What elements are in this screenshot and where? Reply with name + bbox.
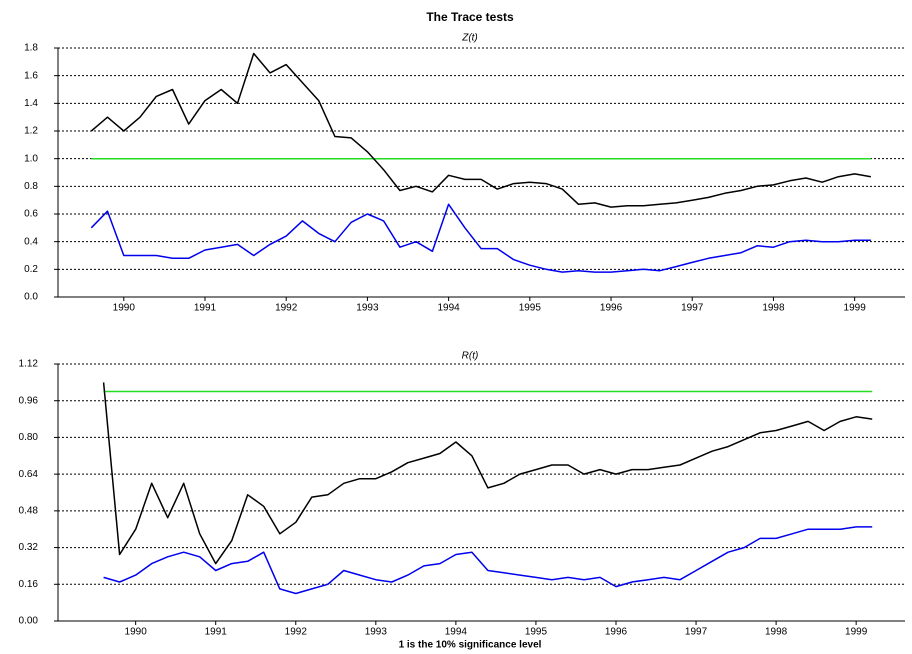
footnote: 1 is the 10% significance level xyxy=(399,640,542,651)
x-tick-label: 1993 xyxy=(356,303,379,314)
x-tick-label: 1996 xyxy=(600,303,623,314)
y-tick-label: 0.4 xyxy=(24,236,38,247)
y-tick-label: 1.0 xyxy=(24,153,38,164)
series-line xyxy=(90,52,872,208)
x-tick-label: 1991 xyxy=(194,303,217,314)
y-tick-label: 0.80 xyxy=(19,432,39,443)
y-tick-label: 0.16 xyxy=(19,579,39,590)
y-tick-label: 1.6 xyxy=(24,70,38,81)
series-line xyxy=(102,382,873,565)
x-tick-label: 1991 xyxy=(205,627,228,638)
y-tick-label: 0.96 xyxy=(19,395,39,406)
y-tick-label: 0.2 xyxy=(24,264,38,275)
x-tick-label: 1998 xyxy=(765,627,788,638)
y-tick-label: 1.8 xyxy=(24,43,38,54)
chart-title: The Trace tests xyxy=(426,10,514,24)
x-tick-label: 1999 xyxy=(845,627,868,638)
series-line xyxy=(90,203,871,273)
x-tick-label: 1994 xyxy=(445,627,468,638)
y-tick-label: 1.2 xyxy=(24,126,38,137)
x-tick-label: 1996 xyxy=(605,627,628,638)
x-tick-label: 1995 xyxy=(519,303,542,314)
x-tick-label: 1992 xyxy=(275,303,298,314)
subtitle: Z(t) xyxy=(461,33,478,44)
x-tick-label: 1994 xyxy=(437,303,460,314)
y-tick-label: 0.6 xyxy=(24,209,38,220)
x-tick-label: 1999 xyxy=(844,303,867,314)
x-tick-label: 1998 xyxy=(762,303,785,314)
x-tick-label: 1992 xyxy=(285,627,308,638)
y-tick-label: 0.64 xyxy=(19,469,39,480)
y-tick-label: 1.4 xyxy=(24,98,38,109)
y-tick-label: 0.48 xyxy=(19,505,39,516)
x-tick-label: 1995 xyxy=(525,627,548,638)
x-tick-label: 1997 xyxy=(681,303,704,314)
y-tick-label: 0.0 xyxy=(24,292,38,303)
series-line xyxy=(103,526,873,595)
x-tick-label: 1990 xyxy=(113,303,136,314)
x-tick-label: 1997 xyxy=(685,627,708,638)
subtitle: R(t) xyxy=(462,351,479,362)
y-tick-label: 1.12 xyxy=(19,359,39,370)
y-tick-label: 0.8 xyxy=(24,181,38,192)
x-tick-label: 1993 xyxy=(365,627,388,638)
y-tick-label: 0.32 xyxy=(19,542,39,553)
y-tick-label: 0.00 xyxy=(19,616,39,627)
x-tick-label: 1990 xyxy=(125,627,148,638)
